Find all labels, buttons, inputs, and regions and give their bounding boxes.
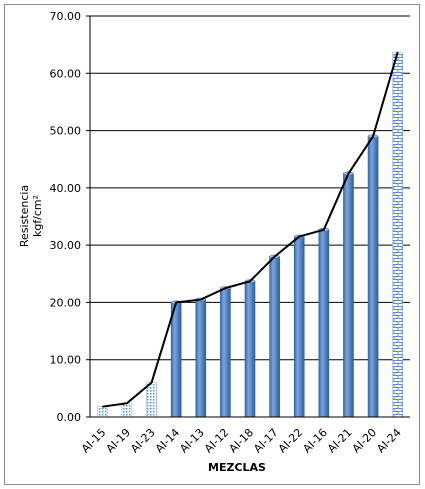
x-tick-label: AI-15 bbox=[79, 426, 109, 456]
x-tick-label: AI-13 bbox=[177, 426, 207, 456]
bar-rect bbox=[121, 402, 133, 418]
x-tick-label: AI-24 bbox=[374, 426, 404, 456]
bar-rect bbox=[343, 173, 354, 418]
bar-rect bbox=[97, 406, 108, 418]
x-tick-label: AI-20 bbox=[350, 426, 380, 456]
x-tick-label: AI-22 bbox=[276, 426, 306, 456]
bar-ai-18 bbox=[244, 279, 256, 418]
bar-ai-17 bbox=[269, 254, 280, 418]
bar-ai-15 bbox=[97, 406, 108, 418]
bar-ai-19 bbox=[121, 402, 133, 418]
y-tick-label: 60.00 bbox=[50, 67, 82, 80]
y-tick-label: 50.00 bbox=[50, 125, 82, 138]
bar-ai-21 bbox=[343, 171, 354, 418]
y-tick-label: 20.00 bbox=[50, 296, 82, 309]
x-tick-label: AI-17 bbox=[251, 426, 281, 456]
bar-ai-16 bbox=[318, 227, 330, 418]
y-tick-label: 40.00 bbox=[50, 182, 82, 195]
axes bbox=[89, 16, 410, 418]
bar-rect bbox=[269, 256, 280, 418]
y-tick-label: 10.00 bbox=[50, 354, 82, 367]
y-axis-title-line2: kgf/cm² bbox=[31, 195, 44, 237]
y-tick-label: 30.00 bbox=[50, 239, 82, 252]
x-tick-label: AI-18 bbox=[227, 426, 257, 456]
x-tick-label: AI-23 bbox=[128, 426, 158, 456]
bar-ai-14 bbox=[170, 300, 182, 418]
bar-ai-12 bbox=[220, 286, 231, 418]
bar-rect bbox=[195, 299, 207, 418]
bars bbox=[97, 51, 403, 418]
bar-rect bbox=[318, 229, 330, 418]
x-tick-label: AI-19 bbox=[104, 426, 134, 456]
bar-rect bbox=[367, 136, 379, 418]
bar-rect bbox=[392, 51, 403, 418]
x-tick-label: AI-16 bbox=[300, 426, 330, 456]
x-tick-label: AI-21 bbox=[325, 426, 355, 456]
x-axis-title: MEZCLAS bbox=[208, 461, 266, 474]
bar-ai-23 bbox=[146, 382, 157, 418]
bar-ai-13 bbox=[195, 297, 207, 418]
trend-polyline bbox=[102, 51, 399, 408]
bar-rect bbox=[170, 302, 182, 418]
bar-ai-20 bbox=[367, 134, 379, 418]
gridlines bbox=[90, 15, 410, 361]
x-tick-label: AI-14 bbox=[153, 426, 183, 456]
bar-rect bbox=[146, 382, 157, 418]
x-tick-label: AI-12 bbox=[202, 426, 232, 456]
bar-rect bbox=[220, 287, 231, 418]
y-axis-title-line1: Resistencia bbox=[18, 185, 31, 247]
y-tick-label: 0.00 bbox=[57, 411, 82, 424]
bar-ai-22 bbox=[293, 234, 305, 418]
bar-rect bbox=[244, 280, 256, 418]
trend-line bbox=[102, 51, 399, 408]
bar-ai-24 bbox=[392, 51, 403, 418]
bar-rect bbox=[293, 236, 305, 418]
y-tick-label: 70.00 bbox=[50, 10, 82, 23]
